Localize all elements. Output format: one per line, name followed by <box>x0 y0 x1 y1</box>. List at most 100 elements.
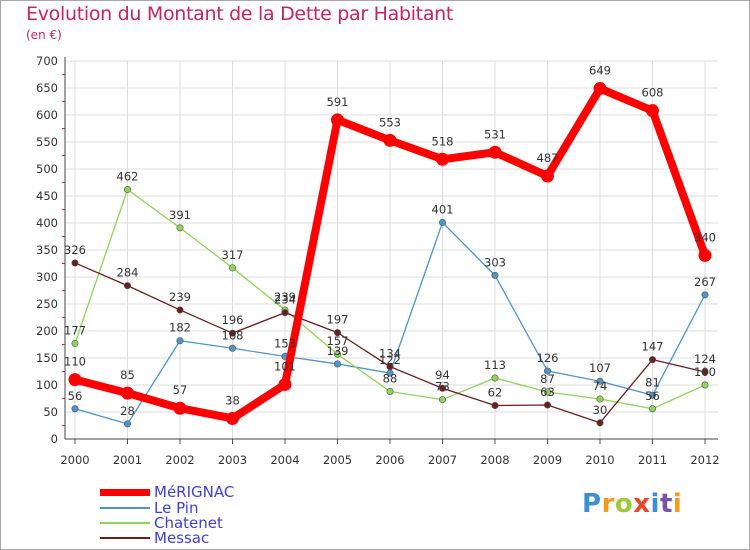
point-messac-2005 <box>333 329 341 337</box>
data-label-messac-2011: 147 <box>642 340 664 354</box>
data-label-chatenet-2004: 239 <box>274 290 296 304</box>
y-tick-label-500: 500 <box>36 162 58 176</box>
point-le-pin-2009 <box>543 367 551 375</box>
point-m-rignac-2000 <box>68 373 82 387</box>
x-tick-label-2005: 2005 <box>323 453 352 467</box>
y-tick-label-0: 0 <box>51 432 58 446</box>
legend-swatch-le-pin <box>100 507 150 509</box>
data-label-chatenet-2007: 73 <box>435 380 450 394</box>
x-tick-label-2004: 2004 <box>270 453 299 467</box>
point-chatenet-2008 <box>491 374 499 382</box>
data-label-messac-2009: 63 <box>540 385 555 399</box>
legend-swatch-messac <box>100 537 150 539</box>
data-label-m-rignac-2010: 649 <box>589 64 611 78</box>
point-chatenet-2012 <box>701 381 709 389</box>
logo-letter-3: x <box>633 489 651 519</box>
data-label-le-pin-2012: 267 <box>694 275 716 289</box>
point-m-rignac-2010 <box>593 82 607 96</box>
data-label-messac-2007: 94 <box>435 368 450 382</box>
data-label-le-pin-2006: 122 <box>379 353 401 367</box>
data-label-chatenet-2001: 462 <box>117 170 139 184</box>
point-m-rignac-2001 <box>121 386 134 400</box>
data-label-messac-2001: 284 <box>117 266 139 280</box>
logo-letter-4: i <box>650 489 660 519</box>
point-m-rignac-2008 <box>488 145 502 159</box>
point-le-pin-2002 <box>176 337 184 345</box>
logo-letter-5: t <box>659 489 673 519</box>
data-label-chatenet-2008: 113 <box>484 358 506 372</box>
grid-lines <box>65 60 718 440</box>
data-label-m-rignac-2005: 591 <box>327 95 349 109</box>
point-messac-2010 <box>596 419 604 427</box>
x-tick-label-2000: 2000 <box>60 453 89 467</box>
point-m-rignac-2009 <box>541 169 554 183</box>
data-label-chatenet-2012: 100 <box>694 365 716 379</box>
y-tick-label-700: 700 <box>36 54 58 68</box>
data-labels-layer: 56 28 182 168 153 139 122 401 303 126 107 81 267 177 4… <box>64 64 716 418</box>
x-tick-label-2008: 2008 <box>480 453 509 467</box>
point-chatenet-2010 <box>596 395 604 403</box>
data-label-chatenet-2009: 87 <box>540 372 555 386</box>
point-chatenet-2003 <box>229 264 237 272</box>
data-label-m-rignac-2004: 101 <box>274 359 296 373</box>
x-tick-label-2006: 2006 <box>375 453 404 467</box>
y-tick-label-450: 450 <box>36 189 58 203</box>
point-chatenet-2009 <box>543 388 551 396</box>
point-m-rignac-2003 <box>226 411 239 425</box>
series-layer <box>68 82 712 428</box>
data-label-le-pin-2002: 182 <box>169 321 191 335</box>
point-messac-2008 <box>491 402 499 410</box>
point-messac-2011 <box>648 356 656 364</box>
logo-letter-6: i <box>672 489 683 519</box>
point-m-rignac-2004 <box>278 377 292 391</box>
data-label-messac-2008: 62 <box>488 386 503 400</box>
data-label-messac-2002: 239 <box>169 290 191 304</box>
data-label-m-rignac-2003: 38 <box>225 393 240 407</box>
point-le-pin-2000 <box>71 405 79 413</box>
data-label-chatenet-2002: 391 <box>169 208 191 222</box>
y-tick-label-400: 400 <box>36 216 58 230</box>
data-label-m-rignac-2009: 487 <box>537 151 559 165</box>
point-le-pin-2011 <box>648 391 656 399</box>
y-tick-label-600: 600 <box>36 108 58 122</box>
data-label-chatenet-2003: 317 <box>222 248 244 262</box>
point-le-pin-2005 <box>333 360 341 368</box>
point-m-rignac-2012 <box>698 248 712 262</box>
data-label-messac-2003: 196 <box>222 313 244 327</box>
y-tick-label-100: 100 <box>36 378 58 392</box>
point-messac-2007 <box>438 384 446 392</box>
point-messac-2002 <box>176 306 184 314</box>
data-label-chatenet-2010: 74 <box>593 379 608 393</box>
data-label-messac-2010: 30 <box>593 403 608 417</box>
x-tick-label-2009: 2009 <box>533 453 562 467</box>
point-chatenet-2001 <box>124 186 132 194</box>
point-messac-2006 <box>386 363 394 371</box>
data-label-le-pin-2009: 126 <box>537 351 559 365</box>
axes: 0 50 100 150 200 250 300 350 400 450 500 550 600 650 7… <box>36 54 720 467</box>
data-label-chatenet-2005: 157 <box>327 334 349 348</box>
x-tick-label-2011: 2011 <box>638 453 667 467</box>
data-label-messac-2005: 197 <box>327 313 349 327</box>
point-le-pin-2012 <box>701 291 709 299</box>
data-label-le-pin-2007: 401 <box>432 202 454 216</box>
point-le-pin-2010 <box>596 377 604 385</box>
data-label-m-rignac-2011: 608 <box>642 86 664 100</box>
data-label-m-rignac-2008: 531 <box>484 127 506 141</box>
data-label-le-pin-2000: 56 <box>68 389 83 403</box>
point-messac-2012 <box>701 368 709 376</box>
legend-swatch-chatenet <box>100 522 150 524</box>
data-label-messac-2012: 124 <box>694 352 716 366</box>
data-label-m-rignac-2001: 85 <box>120 368 135 382</box>
data-label-m-rignac-2002: 57 <box>173 383 188 397</box>
data-label-le-pin-2001: 28 <box>120 404 135 418</box>
data-label-messac-2004: 234 <box>274 293 296 307</box>
point-chatenet-2011 <box>648 405 656 413</box>
data-label-chatenet-2011: 56 <box>645 389 660 403</box>
x-tick-label-2012: 2012 <box>690 453 719 467</box>
point-messac-2009 <box>543 401 551 409</box>
point-m-rignac-2002 <box>173 401 187 415</box>
point-m-rignac-2011 <box>646 104 659 118</box>
point-m-rignac-2006 <box>383 133 397 147</box>
